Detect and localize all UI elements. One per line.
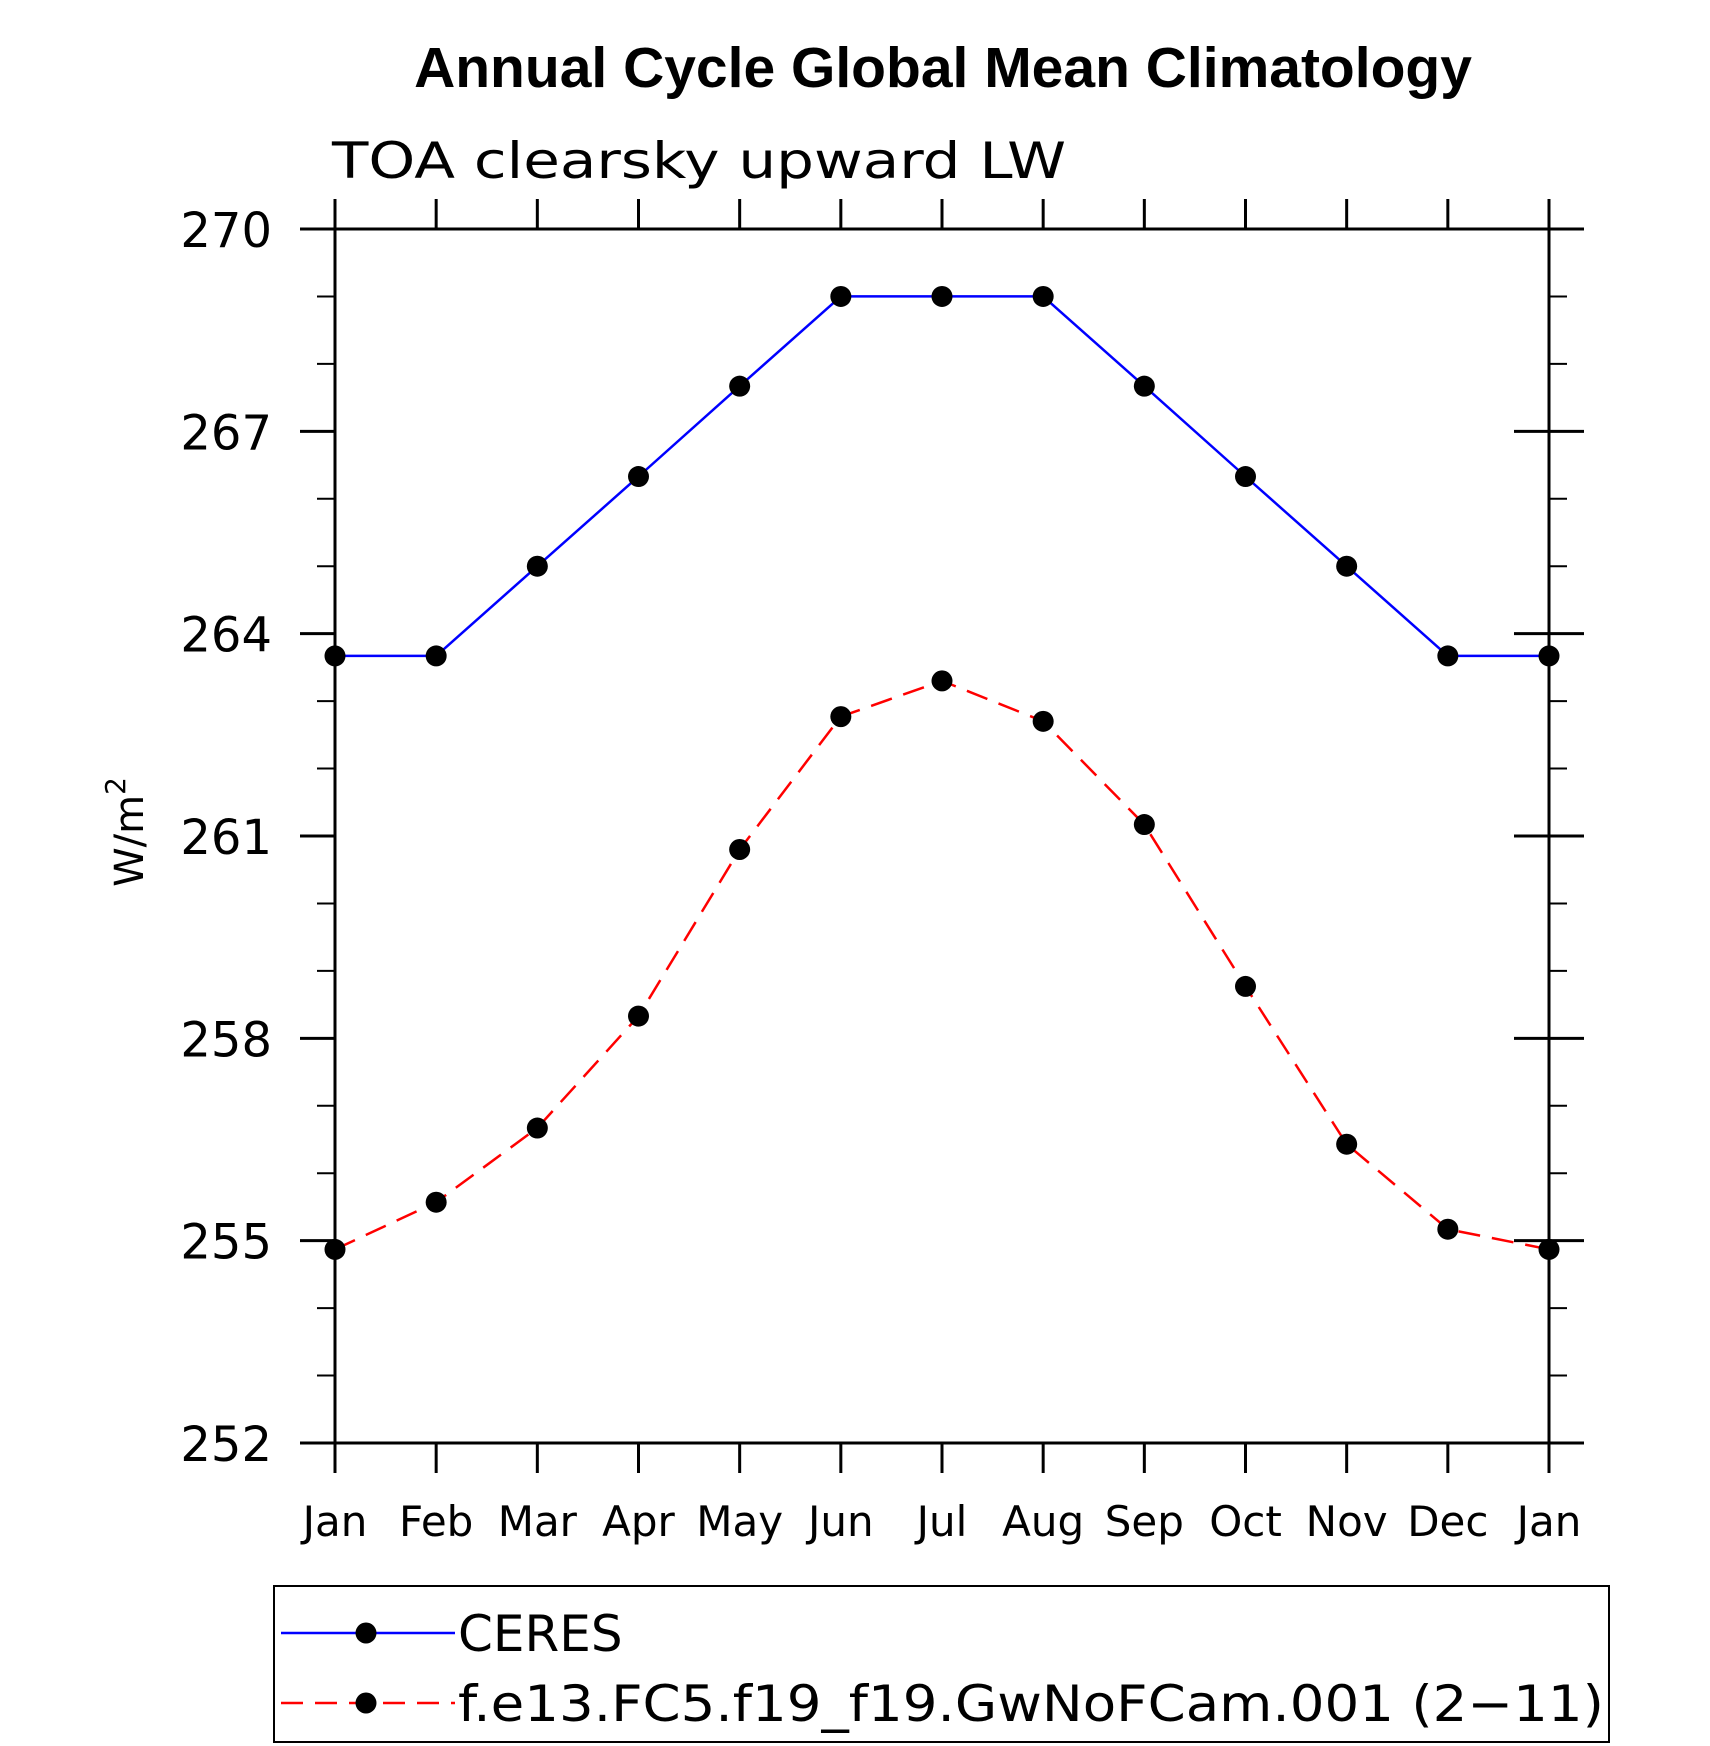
y-axis-label: W/m2 — [99, 777, 153, 887]
series-layer — [324, 285, 1560, 1260]
series-2-point — [1133, 814, 1155, 836]
y-tick-label: 252 — [180, 1417, 272, 1473]
series-2-point — [526, 1117, 548, 1139]
legend-label-2: f.e13.FC5.f19_f19.GwNoFCam.001 (2−11) — [458, 1675, 1604, 1733]
legend-marker-1 — [355, 1622, 377, 1644]
series-2-point — [931, 670, 953, 692]
x-tick-label: Dec — [1407, 1497, 1488, 1546]
plot-frame — [333, 227, 1551, 1445]
legend-box — [273, 1585, 1610, 1743]
legend-marker-2 — [355, 1692, 377, 1714]
x-tick-label: Jun — [805, 1497, 874, 1546]
legend-label-1: CERES — [458, 1605, 623, 1663]
x-tick-label: Jan — [300, 1497, 368, 1546]
series-1-point — [729, 375, 751, 397]
axes: 252 255 258 261 264 267 270 Jan Feb Mar Apr May Jun J… — [180, 199, 1584, 1546]
series-1-point — [1336, 555, 1358, 577]
series-2-point — [1032, 710, 1054, 732]
series-2-point — [324, 1238, 346, 1260]
series-1-point — [1133, 375, 1155, 397]
series-1-point — [526, 555, 548, 577]
series-2-point — [425, 1191, 447, 1213]
x-tick-label: Sep — [1105, 1497, 1184, 1546]
y-tick-label: 258 — [180, 1012, 272, 1068]
series-line-1 — [335, 295, 1549, 658]
y-tick-label: 261 — [180, 810, 272, 866]
y-tick-label: 270 — [180, 203, 272, 259]
series-1-point — [324, 645, 346, 667]
series-2-point — [1235, 975, 1256, 997]
x-tick-label: Mar — [498, 1497, 578, 1546]
y-axis-label-base: W/m — [107, 795, 153, 887]
x-tick-label: Feb — [399, 1497, 473, 1546]
x-tick-label: Nov — [1306, 1497, 1388, 1546]
svg-text:W/m2: W/m2 — [99, 777, 153, 887]
series-1-point — [1032, 285, 1054, 307]
series-2-point — [628, 1005, 649, 1027]
y-tick-label: 264 — [180, 608, 272, 664]
x-tick-label: Oct — [1209, 1497, 1282, 1546]
chart-subtitle: TOA clearsky upward LW — [331, 132, 1066, 190]
y-tick-label: 267 — [180, 405, 272, 461]
series-1-point — [830, 285, 852, 307]
series-2-point — [830, 706, 852, 728]
series-1-point — [1235, 466, 1256, 488]
chart-title: Annual Cycle Global Mean Climatology — [414, 36, 1472, 100]
x-tick-label: Aug — [1002, 1497, 1084, 1546]
x-tick-label: Jan — [1514, 1497, 1582, 1546]
series-2-point — [1437, 1218, 1459, 1240]
x-tick-label: May — [696, 1497, 783, 1546]
series-1-point — [931, 285, 953, 307]
legend: CERES f.e13.FC5.f19_f19.GwNoFCam.001 (2−1… — [273, 1585, 1610, 1743]
y-axis-label-superscript: 2 — [99, 777, 132, 795]
series-1-point — [1437, 645, 1459, 667]
series-2-point — [1336, 1133, 1358, 1155]
x-tick-label: Jul — [914, 1497, 968, 1546]
series-1-point — [628, 466, 649, 488]
x-tick-label: Apr — [602, 1497, 675, 1546]
series-2-point — [729, 838, 751, 860]
series-2-point — [1538, 1238, 1560, 1260]
y-tick-label: 255 — [180, 1215, 272, 1271]
series-line-2 — [334, 679, 1550, 1251]
series-1-point — [1538, 645, 1560, 667]
series-1-point — [425, 645, 447, 667]
